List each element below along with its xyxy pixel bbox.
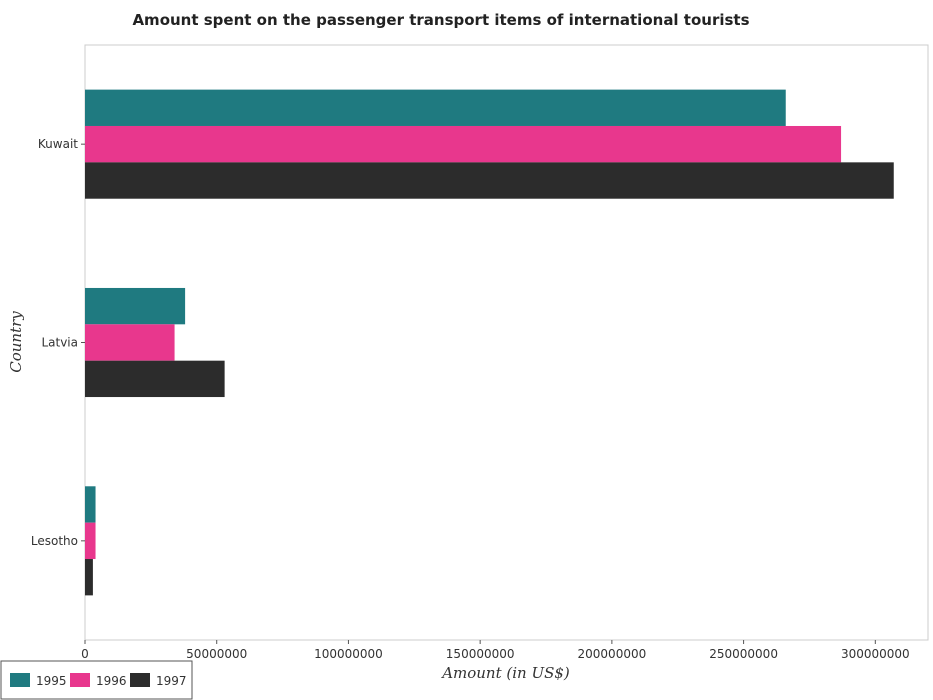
y-axis-label: Country: [7, 311, 25, 373]
x-tick-label: 200000000: [578, 647, 647, 661]
bars-layer: [85, 89, 894, 596]
bar-lesotho-1995: [85, 486, 96, 523]
legend-box: [0, 660, 193, 700]
x-tick-label: 0: [81, 647, 89, 661]
x-tick-label: 50000000: [186, 647, 247, 661]
legend-swatch-1997: [130, 673, 150, 687]
y-tick-label: Latvia: [41, 336, 78, 350]
x-tick-label: 100000000: [314, 647, 383, 661]
bar-kuwait-1995: [85, 89, 786, 126]
y-tick-label: Kuwait: [38, 137, 78, 151]
y-tick-label: Lesotho: [31, 534, 78, 548]
x-ticks-layer: 0 50000000 100000000 150000000 200000000 2500…: [81, 640, 910, 661]
x-tick-label: 150000000: [446, 647, 515, 661]
legend-swatch-1995: [10, 673, 30, 687]
x-axis-label: Amount (in US$): [440, 664, 570, 682]
bar-latvia-1995: [85, 287, 186, 325]
x-tick-label: 250000000: [709, 647, 778, 661]
x-tick-label: 300000000: [841, 647, 910, 661]
bar-kuwait-1997: [85, 162, 894, 199]
y-ticks-layer: Kuwait Latvia Lesotho: [31, 137, 85, 548]
chart-title: Amount spent on the passenger transport …: [132, 11, 749, 29]
bar-lesotho-1996: [85, 522, 96, 560]
legend: 1995 1996 1997: [0, 660, 193, 700]
legend-label-1997: 1997: [156, 674, 187, 688]
bar-latvia-1997: [85, 360, 225, 398]
legend-swatch-1996: [70, 673, 90, 687]
legend-label-1996: 1996: [96, 674, 127, 688]
legend-label-1995: 1995: [36, 674, 67, 688]
bar-kuwait-1996: [85, 125, 842, 163]
bar-lesotho-1997: [85, 559, 93, 596]
bar-latvia-1996: [85, 324, 175, 361]
legend-items: 1995 1996 1997: [10, 673, 187, 688]
